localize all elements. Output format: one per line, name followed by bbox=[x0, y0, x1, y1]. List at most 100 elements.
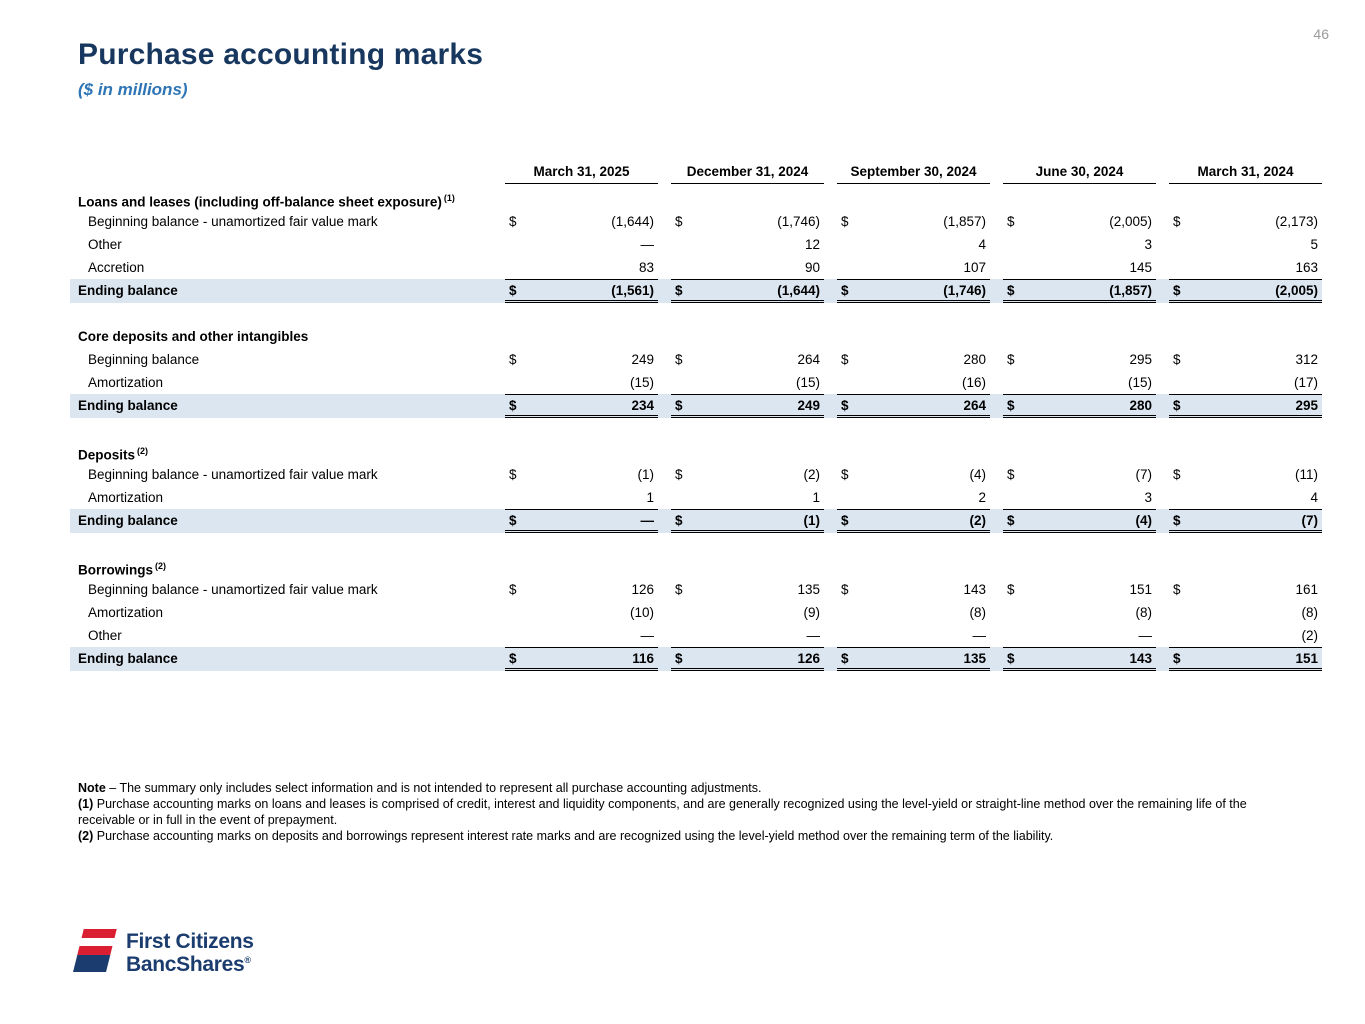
value-cell: (8) bbox=[837, 601, 990, 624]
value-cell: $ (2,005) bbox=[1169, 279, 1322, 303]
value: (1,561) bbox=[611, 282, 654, 298]
value: (8) bbox=[1301, 605, 1319, 620]
value-cell: (15) bbox=[505, 371, 658, 394]
column-header: September 30, 2024 bbox=[837, 156, 990, 184]
value-cell: (17) bbox=[1169, 371, 1322, 394]
dollar-sign: $ bbox=[841, 650, 849, 666]
row-label: Other bbox=[88, 237, 122, 252]
note-text: Purchase accounting marks on loans and l… bbox=[78, 797, 1247, 827]
table-section: Deposits (2) Beginning balance - unamortiz… bbox=[70, 440, 1322, 533]
table-row: Other — — — — (2) bbox=[70, 624, 1322, 647]
dollar-sign: $ bbox=[841, 512, 849, 528]
value: (8) bbox=[969, 605, 987, 620]
value: (4) bbox=[1135, 512, 1153, 528]
value-cell: $ (1,644) bbox=[505, 210, 658, 233]
dollar-sign: $ bbox=[509, 352, 517, 367]
value-cell: — bbox=[505, 624, 658, 647]
value: — bbox=[640, 512, 655, 528]
value: 264 bbox=[797, 352, 820, 367]
value-cell: $143 bbox=[837, 578, 990, 601]
dollar-sign: $ bbox=[675, 214, 683, 229]
header-spacer bbox=[70, 156, 492, 184]
row-label: Accretion bbox=[88, 260, 145, 275]
dollar-sign: $ bbox=[675, 397, 683, 413]
value: (15) bbox=[1127, 375, 1152, 390]
value: — bbox=[640, 628, 655, 643]
value-cell: $ (2,173) bbox=[1169, 210, 1322, 233]
value: 135 bbox=[963, 650, 986, 666]
value-cell: $ (1,857) bbox=[1003, 279, 1156, 303]
value: 5 bbox=[1310, 237, 1318, 252]
value: (8) bbox=[1135, 605, 1153, 620]
value-cell: $135 bbox=[837, 647, 990, 671]
value: 116 bbox=[632, 650, 654, 666]
value: 3 bbox=[1144, 237, 1152, 252]
section-heading: Deposits (2) bbox=[70, 440, 1322, 463]
value: (1,746) bbox=[943, 282, 986, 298]
value-cell: $151 bbox=[1169, 647, 1322, 671]
value-cell: $ (1,857) bbox=[837, 210, 990, 233]
page-subtitle: ($ in millions) bbox=[78, 80, 188, 99]
dollar-sign: $ bbox=[1007, 582, 1015, 597]
table-row: Amortization (10) (9) (8) (8) (8) bbox=[70, 601, 1322, 624]
value-cell: $312 bbox=[1169, 348, 1322, 371]
value: 143 bbox=[963, 582, 986, 597]
value: (10) bbox=[629, 605, 654, 620]
value: (4) bbox=[969, 467, 987, 482]
value-cell: $264 bbox=[671, 348, 824, 371]
value-cell: (2) bbox=[1169, 624, 1322, 647]
value-cell: 12 bbox=[671, 233, 824, 256]
value-cell: $ (1) bbox=[671, 509, 824, 533]
value-cell: $ (1,746) bbox=[837, 279, 990, 303]
notes: Note – The summary only includes select … bbox=[78, 780, 1270, 844]
dollar-sign: $ bbox=[841, 352, 849, 367]
dollar-sign: $ bbox=[509, 512, 517, 528]
section-heading: Core deposits and other intangibles bbox=[70, 325, 1322, 348]
value-cell: $280 bbox=[1003, 394, 1156, 418]
value: 126 bbox=[631, 582, 654, 597]
value: 295 bbox=[1295, 397, 1318, 413]
note-prefix: (2) bbox=[78, 829, 94, 843]
column-header: March 31, 2024 bbox=[1169, 156, 1322, 184]
value-cell: $126 bbox=[671, 647, 824, 671]
value: (7) bbox=[1135, 467, 1153, 482]
dollar-sign: $ bbox=[1173, 650, 1181, 666]
value: 295 bbox=[1129, 352, 1152, 367]
value-cell: $ (1,561) bbox=[505, 279, 658, 303]
value-cell: (10) bbox=[505, 601, 658, 624]
row-label: Beginning balance - unamortized fair val… bbox=[88, 582, 378, 597]
column-header: March 31, 2025 bbox=[505, 156, 658, 184]
value: 3 bbox=[1144, 490, 1152, 505]
page-title: Purchase accounting marks bbox=[78, 38, 484, 71]
row-label: Amortization bbox=[88, 375, 164, 390]
value: 163 bbox=[1295, 260, 1318, 275]
value: (1) bbox=[637, 467, 655, 482]
value: 145 bbox=[1129, 260, 1152, 275]
section-heading: Loans and leases (including off-balance … bbox=[70, 187, 1322, 210]
dollar-sign: $ bbox=[1173, 512, 1181, 528]
value-cell: 3 bbox=[1003, 233, 1156, 256]
dollar-sign: $ bbox=[509, 467, 517, 482]
value-cell: $151 bbox=[1003, 578, 1156, 601]
value-cell: $ (2,005) bbox=[1003, 210, 1156, 233]
value: 151 bbox=[1295, 650, 1318, 666]
value: 83 bbox=[638, 260, 654, 275]
table-row: Accretion 83 90 107 145 163 bbox=[70, 256, 1322, 279]
value-cell: $ (4) bbox=[837, 463, 990, 486]
dollar-sign: $ bbox=[1173, 282, 1181, 298]
row-label: Beginning balance - unamortized fair val… bbox=[88, 467, 378, 482]
value: 151 bbox=[1129, 582, 1152, 597]
value-cell: — bbox=[837, 624, 990, 647]
table-row: Beginning balance - unamortized fair val… bbox=[70, 578, 1322, 601]
value-cell: $ (7) bbox=[1169, 509, 1322, 533]
table-section: Core deposits and other intangibles Begin… bbox=[70, 325, 1322, 418]
value: 312 bbox=[1295, 352, 1318, 367]
page-number: 46 bbox=[1313, 26, 1329, 42]
value-cell: 4 bbox=[837, 233, 990, 256]
dollar-sign: $ bbox=[509, 214, 517, 229]
value: — bbox=[1138, 628, 1153, 643]
value: 249 bbox=[631, 352, 654, 367]
value-cell: (8) bbox=[1169, 601, 1322, 624]
dollar-sign: $ bbox=[1173, 582, 1181, 597]
